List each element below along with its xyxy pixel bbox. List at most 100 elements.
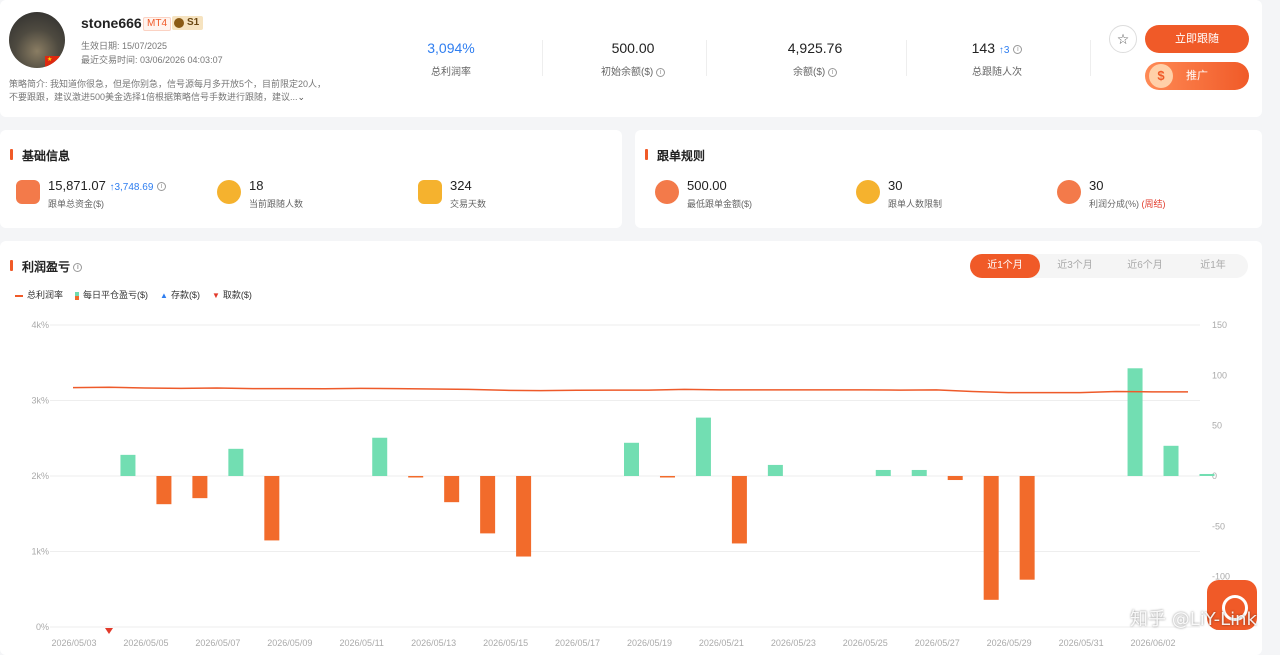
flag-star-icon: ★ <box>47 57 53 63</box>
stat-label: 初始余额($) <box>600 67 654 78</box>
tab-1-month[interactable]: 近1个月 <box>970 254 1040 278</box>
profit-chart: 0%1k%2k%3k%4k%-150-100-500501001502026/0… <box>31 320 1230 648</box>
pnl-bar <box>767 464 783 476</box>
pnl-bar <box>228 448 244 476</box>
avatar[interactable]: ★ <box>9 12 65 68</box>
x-tick-label: 2026/05/21 <box>699 638 744 648</box>
pnl-bar <box>875 469 891 476</box>
info-icon[interactable]: i <box>157 182 167 192</box>
tab-1-year[interactable]: 近1年 <box>1200 260 1226 271</box>
pnl-bar <box>1199 473 1215 476</box>
info-icon[interactable]: i <box>1013 44 1023 54</box>
pnl-bar <box>1127 368 1143 476</box>
level-badge-label: S1 <box>187 17 200 28</box>
divider <box>706 40 707 76</box>
range-tabs: 近1个月 近3个月 近6个月 近1年 <box>970 254 1248 278</box>
medal-icon <box>174 18 184 28</box>
divider <box>906 40 907 76</box>
tab-6-months[interactable]: 近6个月 <box>1127 260 1163 271</box>
pnl-bar <box>947 476 963 481</box>
item-value: 18 <box>249 178 264 193</box>
pnl-bar <box>516 476 532 557</box>
last-trade-time: 最近交易时间: 03/06/2026 04:03:07 <box>81 55 223 65</box>
x-tick-label: 2026/05/07 <box>195 638 240 648</box>
follow-rules-card: 跟单规则 500.00 最低跟单金额($) 30 跟单人数限制 30 利润分成(… <box>635 130 1262 228</box>
pnl-bar <box>624 442 639 476</box>
stat-label-row: 初始余额($) i <box>573 63 693 78</box>
pnl-bar <box>192 476 208 499</box>
section-title: 跟单规则 <box>645 147 705 164</box>
china-flag-icon <box>45 56 65 68</box>
pnl-bar <box>1163 445 1179 476</box>
level-badge: S1 <box>172 16 204 30</box>
legend-daily-pnl[interactable]: 每日平仓盈亏($) <box>75 288 148 301</box>
watermark: 知乎 @LiY-Link <box>1130 609 1257 630</box>
favorite-star-icon[interactable]: ☆ <box>1109 25 1137 53</box>
item-label: 交易天数 <box>450 199 487 209</box>
item-value: 15,871.07 <box>48 178 106 193</box>
pnl-bar <box>1019 476 1035 580</box>
user-limit-icon <box>856 180 880 204</box>
chevron-down-icon[interactable]: ⌄ <box>297 92 306 102</box>
x-tick-label: 2026/05/09 <box>267 638 312 648</box>
pnl-bar <box>264 476 280 541</box>
item-value-row: 15,871.07 ↑3,748.69 i <box>48 178 167 193</box>
trader-header-card: ★ stone666 MT4 S1 生效日期: 15/07/2025 最近交易时… <box>0 0 1262 117</box>
item-label: 跟单总资金($) <box>48 199 104 209</box>
stat-delta: 3 <box>1003 45 1010 56</box>
x-tick-label: 2026/05/29 <box>987 638 1032 648</box>
x-tick-label: 2026/05/11 <box>340 638 384 648</box>
triangle-down-icon: ▼ <box>211 291 220 300</box>
x-tick-label: 2026/05/25 <box>843 638 888 648</box>
up-arrow-icon: ↑ <box>109 182 115 193</box>
item-label: 当前跟随人数 <box>249 199 304 209</box>
profit-loss-card: 0%1k%2k%3k%4k%-150-100-500501001502026/0… <box>0 241 1262 655</box>
y-right-tick-label: -100 <box>1212 572 1230 582</box>
tab-3-months[interactable]: 近3个月 <box>1057 260 1093 271</box>
x-tick-label: 2026/05/27 <box>915 638 960 648</box>
y-left-tick-label: 3k% <box>31 396 49 406</box>
stat-label: 总跟随人次 <box>972 67 1022 78</box>
withdraw-marker <box>105 628 113 634</box>
strategy-intro[interactable]: 策略简介: 我知道你很急，但是你别急，信号源每月多开放5个，目前限定20人，不要… <box>9 78 335 104</box>
follow-button[interactable]: 立即跟随 <box>1145 25 1249 53</box>
promote-button[interactable]: $ 推广 <box>1145 62 1249 90</box>
y-right-tick-label: 150 <box>1212 320 1227 330</box>
info-icon[interactable]: i <box>656 67 665 77</box>
stat-value: 143 <box>971 40 995 56</box>
section-title-row: 利润盈亏 i <box>10 258 83 275</box>
x-tick-label: 2026/05/31 <box>1059 638 1104 648</box>
item-label-row: 利润分成(%) (周结) <box>1089 197 1166 210</box>
chart-legend: 总利润率 每日平仓盈亏($) ▲ 存款($) ▼ 取款($) <box>15 288 252 301</box>
legend-deposit[interactable]: ▲ 存款($) <box>160 290 200 300</box>
y-left-tick-label: 1k% <box>31 547 49 557</box>
section-title: 基础信息 <box>10 147 70 164</box>
y-right-tick-label: -50 <box>1212 521 1225 531</box>
line-swatch-icon <box>15 294 23 297</box>
pnl-bar <box>983 476 999 600</box>
y-right-tick-label: 0 <box>1212 471 1217 481</box>
customer-service-button[interactable] <box>1207 580 1257 630</box>
stat-balance: 4,925.76 余额($) i <box>755 40 875 78</box>
pnl-bar <box>731 476 747 544</box>
stat-value: 4,925.76 <box>787 40 843 56</box>
settlement-note: (周结) <box>1141 199 1166 209</box>
section-title: 利润盈亏 <box>22 260 71 274</box>
pnl-bar <box>408 476 424 478</box>
pnl-bar <box>911 469 927 476</box>
platform-badge: MT4 <box>143 17 171 31</box>
basic-info-card: 基础信息 15,871.07 ↑3,748.69 i 跟单总资金($) 18 当… <box>0 130 622 228</box>
info-icon[interactable]: i <box>828 67 837 77</box>
x-tick-label: 2026/05/17 <box>555 638 600 648</box>
legend-withdraw[interactable]: ▼ 取款($) <box>211 290 252 300</box>
pnl-bar <box>480 476 496 534</box>
item-delta: 3,748.69 <box>114 182 154 193</box>
stat-label-row: 余额($) i <box>755 63 875 78</box>
item-value: 324 <box>450 178 472 193</box>
item-value: 30 <box>1089 178 1104 193</box>
item-value: 500.00 <box>687 178 727 193</box>
legend-profit-rate[interactable]: 总利润率 <box>15 288 63 301</box>
info-icon[interactable]: i <box>73 263 83 273</box>
percent-icon <box>1057 180 1081 204</box>
profit-rate-line <box>72 386 1188 394</box>
